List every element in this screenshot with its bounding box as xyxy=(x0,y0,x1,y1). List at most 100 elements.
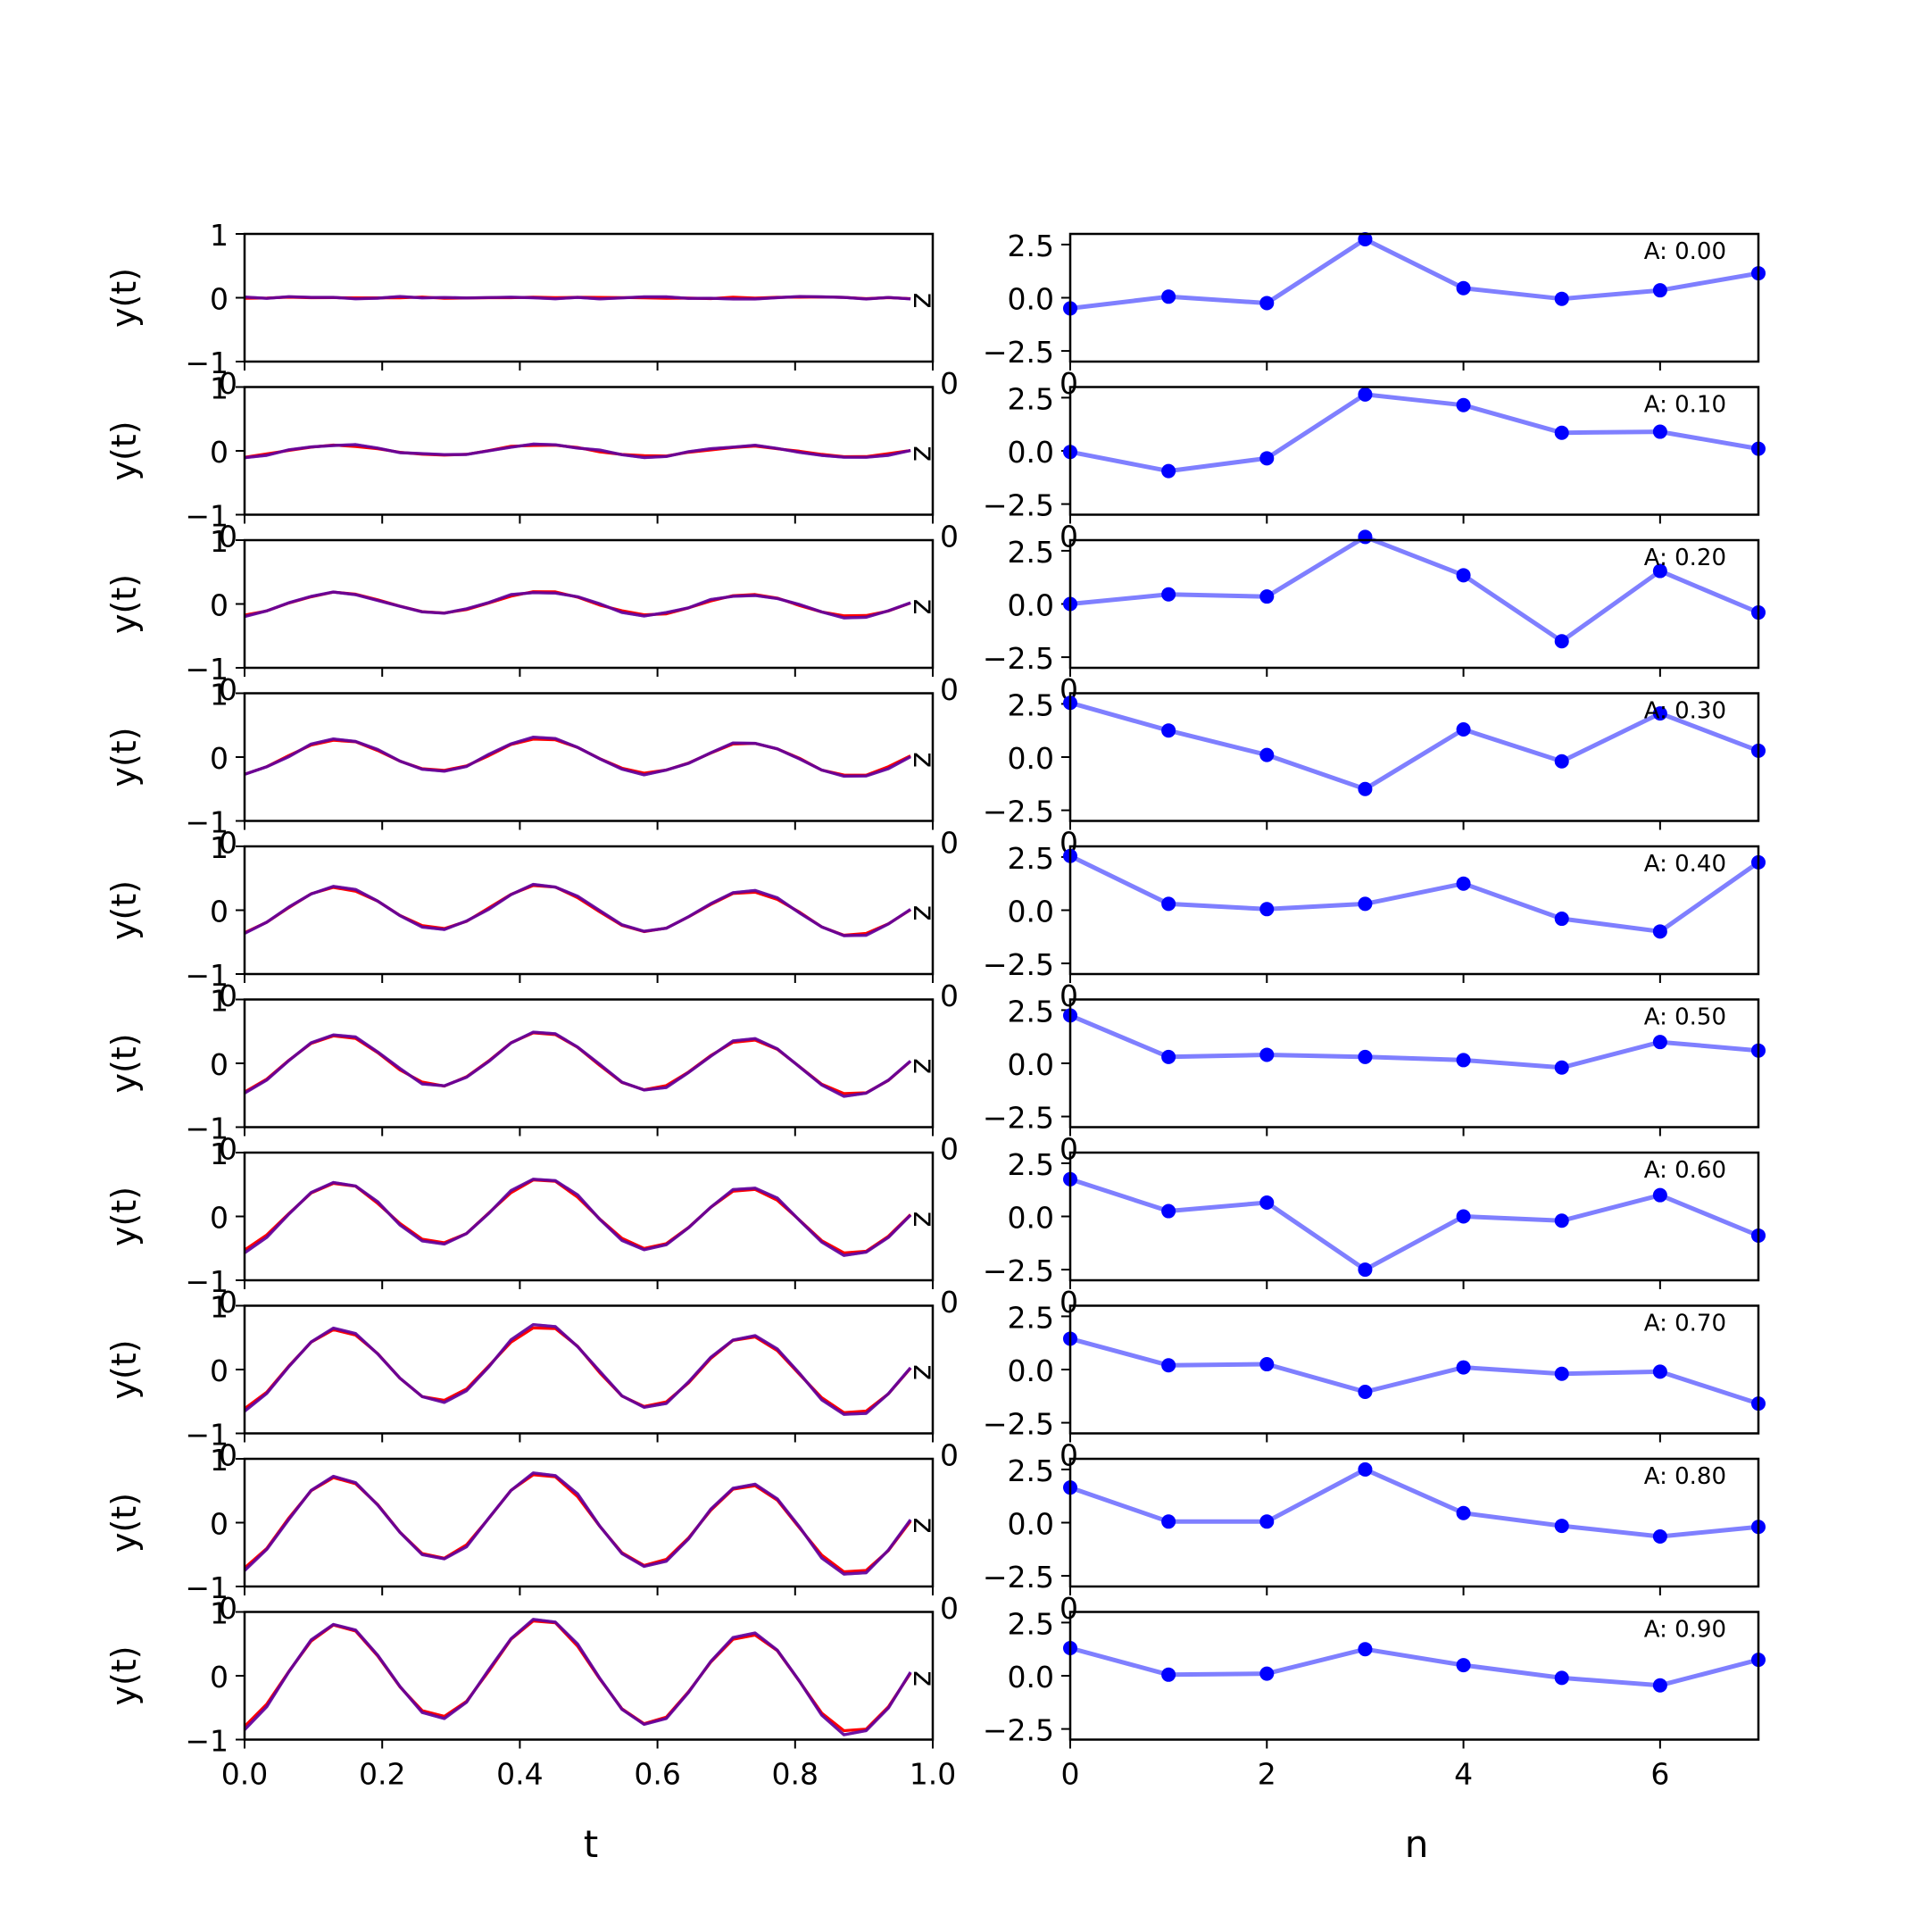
z-label: z xyxy=(906,1212,942,1228)
y-tick-label: 0 xyxy=(210,282,229,317)
z-label: z xyxy=(906,905,942,921)
overlap-tick-label: 0 xyxy=(1060,1438,1078,1473)
y-axis-label: y(t) xyxy=(104,1645,144,1705)
right-panel-0: 2.5 0.0 −2.50 A: 0.00 xyxy=(983,229,1766,401)
right-axes-frame xyxy=(1068,1457,1760,1588)
y-tick-label: 1 xyxy=(210,830,229,865)
right-axes-frame xyxy=(1068,692,1760,822)
data-point xyxy=(1259,747,1275,762)
y-tick-label: −1 xyxy=(185,1724,229,1759)
y-tick-label: 1 xyxy=(210,678,229,712)
y-tick-label: 0.0 xyxy=(1008,435,1054,470)
y-tick-label: −2.5 xyxy=(983,795,1054,829)
right-x-axis-label: n xyxy=(1405,1822,1429,1866)
y-tick-label: 2.5 xyxy=(1008,994,1054,1028)
y-tick-label: −1 xyxy=(185,652,229,687)
data-point xyxy=(1456,1658,1471,1673)
y-tick-label: 2.5 xyxy=(1008,1453,1054,1488)
right-panel-6: 2.5 0.0 −2.50 A: 0.60 xyxy=(983,1147,1766,1320)
right-axes-frame xyxy=(1068,232,1760,363)
overlap-tick-label: 0 xyxy=(219,1132,237,1167)
data-point xyxy=(1456,1360,1471,1375)
data-point xyxy=(1554,634,1569,649)
series-line xyxy=(1069,1336,1759,1406)
y-tick-label: 2.5 xyxy=(1008,535,1054,570)
overlap-tick-label: 0 xyxy=(219,1285,237,1320)
amplitude-annotation: A: 0.10 xyxy=(1644,392,1726,419)
data-point xyxy=(1652,1187,1667,1203)
y-tick-label: 2.5 xyxy=(1008,229,1054,263)
data-point xyxy=(1652,1528,1667,1544)
y-tick-label: 1 xyxy=(210,218,229,253)
y-tick-label: 0 xyxy=(210,435,229,470)
data-point xyxy=(1259,451,1275,466)
y-tick-label: −2.5 xyxy=(983,488,1054,523)
y-tick-label: −1 xyxy=(185,499,229,534)
left-panel-9: −1 0 1 0.0 0.2 0.4 0.6 0.8 1.0 y(t) z xyxy=(104,1596,956,1792)
y-tick-label: 0 xyxy=(210,1353,229,1388)
series-line xyxy=(1069,237,1759,311)
x-tick-label: 0.0 xyxy=(221,1757,268,1792)
overlap-tick-label: 0 xyxy=(1060,1285,1078,1320)
y-axis-label: y(t) xyxy=(104,1033,144,1093)
y-axis-label: y(t) xyxy=(104,1493,144,1553)
signal-line-purple xyxy=(243,1471,912,1576)
x-tick-label: 1.0 xyxy=(910,1757,956,1792)
right-axes-frame xyxy=(1068,1151,1760,1282)
left-axes-frame xyxy=(243,538,935,670)
left-axes-frame xyxy=(243,998,935,1128)
data-point xyxy=(1161,896,1176,912)
data-point xyxy=(1652,283,1667,298)
series-line xyxy=(1069,1467,1759,1539)
left-axes-frame xyxy=(243,1304,935,1435)
overlap-tick-label: 0 xyxy=(219,826,237,861)
y-tick-label: 1 xyxy=(210,371,229,406)
y-tick-label: −2.5 xyxy=(983,335,1054,370)
overlap-tick-label: 0 xyxy=(940,978,959,1013)
overlap-tick-label: 0 xyxy=(940,1438,959,1473)
y-tick-label: 1 xyxy=(210,1596,229,1631)
y-tick-label: −1 xyxy=(185,1264,229,1299)
y-tick-label: −2.5 xyxy=(983,1101,1054,1136)
y-tick-label: −2.5 xyxy=(983,1253,1054,1288)
y-tick-label: −1 xyxy=(185,346,229,380)
data-point xyxy=(1358,896,1373,912)
y-tick-label: 1 xyxy=(210,1290,229,1325)
data-point xyxy=(1259,1357,1275,1372)
y-tick-label: 0.0 xyxy=(1008,1660,1054,1695)
series-line xyxy=(1069,534,1759,644)
x-tick-label: 0.8 xyxy=(772,1757,819,1792)
right-panel-3: 2.50.0−2.50A: 0.30 xyxy=(983,687,1766,861)
overlap-tick-label: 0 xyxy=(219,1591,237,1626)
data-point xyxy=(1161,463,1176,479)
amplitude-annotation: A: 0.00 xyxy=(1644,238,1726,265)
amplitude-annotation: A: 0.60 xyxy=(1644,1157,1726,1184)
right-axes-frame xyxy=(1068,1304,1760,1435)
data-point xyxy=(1652,563,1667,579)
y-tick-label: 2.5 xyxy=(1008,687,1054,722)
data-point xyxy=(1456,722,1471,737)
y-tick-label: −1 xyxy=(185,1570,229,1605)
left-axes-frame xyxy=(243,845,935,976)
left-axes-frame xyxy=(243,1151,935,1282)
x-tick-label: 6 xyxy=(1650,1757,1669,1792)
y-tick-label: 1 xyxy=(210,524,229,559)
data-point xyxy=(1259,296,1275,311)
overlap-tick-label: 0 xyxy=(219,1438,237,1473)
right-axes-frame xyxy=(1068,998,1760,1128)
left-axes-frame xyxy=(243,386,935,516)
signal-line-purple xyxy=(244,882,912,937)
data-point xyxy=(1161,289,1176,304)
y-tick-label: −2.5 xyxy=(983,641,1054,676)
data-point xyxy=(1161,1514,1176,1529)
z-label: z xyxy=(906,1518,942,1534)
data-point xyxy=(1259,589,1275,604)
overlap-tick-label: 0 xyxy=(940,826,959,861)
signal-line-purple xyxy=(244,736,911,779)
overlap-tick-label: 0 xyxy=(219,978,237,1013)
